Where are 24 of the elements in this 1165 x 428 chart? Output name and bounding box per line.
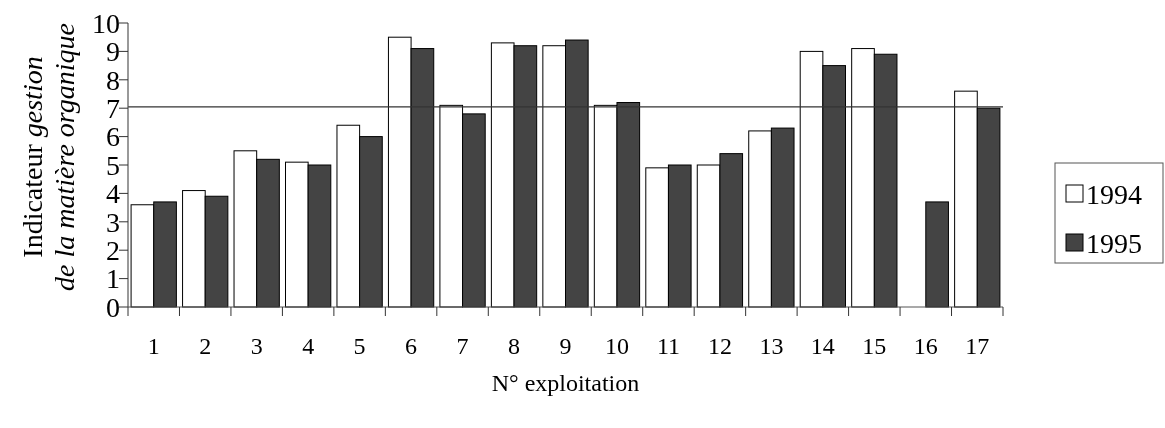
x-tick-label: 10 [604,333,629,359]
bar [925,201,949,308]
legend-label: 1995 [1086,227,1142,259]
x-tick-label: 15 [862,333,887,359]
x-tick-label: 1 [147,333,160,359]
x-tick-label: 8 [508,333,521,359]
x-tick-label: 11 [656,333,680,359]
legend-label: 1994 [1086,178,1142,210]
x-tick-label: 7 [456,333,469,359]
x-tick-label: 14 [810,333,835,359]
x-tick-label: 17 [965,333,990,359]
x-tick-label: 16 [913,333,938,359]
y-tick-label: 10 [92,7,120,39]
x-tick-label: 3 [250,333,263,359]
y-tick-label: 2 [106,235,120,266]
x-tick-label: 2 [199,333,212,359]
x-tick-label: 6 [405,333,418,359]
x-tick-label: 4 [302,333,315,359]
x-tick-label: 5 [353,333,366,359]
x-tick-label: 12 [707,333,732,359]
x-tick-label: 9 [559,333,572,359]
x-tick-label: 13 [759,333,784,359]
y-tick-label: 7 [106,93,120,124]
x-axis-title: N° exploitation [491,370,640,396]
